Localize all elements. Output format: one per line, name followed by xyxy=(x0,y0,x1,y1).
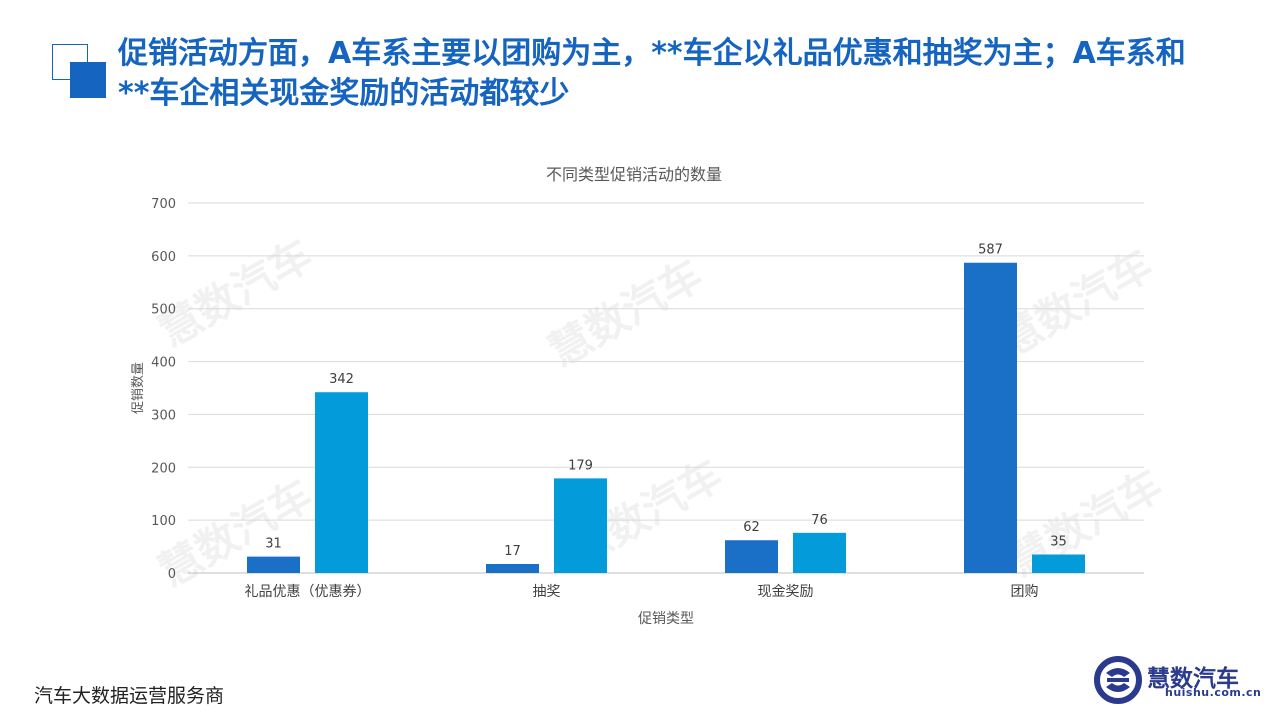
bar-value-label: 31 xyxy=(265,537,282,552)
x-axis-label: 促销类型 xyxy=(638,611,694,627)
title-deco-filled-square xyxy=(70,62,106,98)
bar-series1 xyxy=(964,262,1017,573)
slide-title: 促销活动方面，A车系主要以团购为主，**车企以礼品优惠和抽奖为主；A车系和**车… xyxy=(118,36,1186,111)
bar-value-label: 342 xyxy=(329,372,354,387)
bar-series1 xyxy=(725,540,778,573)
y-tick-label: 600 xyxy=(151,250,176,265)
bar-series2 xyxy=(315,392,368,573)
bar-value-label: 587 xyxy=(978,243,1003,258)
bar-chart: 不同类型促销活动的数量 促销数量 促销类型 0 100 200 300 400 500 60… xyxy=(131,165,1144,627)
bar-value-label: 179 xyxy=(568,458,593,473)
y-axis-label: 促销数量 xyxy=(131,362,146,414)
bar-value-label: 35 xyxy=(1050,535,1067,550)
logo-url: huishu.com.cn xyxy=(1165,686,1262,699)
chart-title: 不同类型促销活动的数量 xyxy=(546,165,722,184)
logo-name: 慧数汽车 xyxy=(1147,666,1239,692)
x-tick-label: 团购 xyxy=(1011,584,1039,600)
bar-series1 xyxy=(247,556,300,573)
y-tick-label: 700 xyxy=(151,197,176,212)
bar-series2 xyxy=(554,478,607,573)
footer-text: 汽车大数据运营服务商 xyxy=(34,685,225,707)
y-tick-label: 300 xyxy=(151,408,176,423)
bar-series2 xyxy=(1032,554,1085,573)
y-tick-label: 200 xyxy=(151,461,176,476)
bar-value-label: 62 xyxy=(743,520,760,535)
bar-series1 xyxy=(486,564,539,573)
bar-value-label: 17 xyxy=(504,544,521,559)
y-tick-label: 400 xyxy=(151,356,176,371)
x-tick-label: 礼品优惠（优惠券） xyxy=(245,584,371,600)
x-tick-label: 抽奖 xyxy=(533,583,561,600)
y-tick-label: 500 xyxy=(151,303,176,318)
y-tick-label: 0 xyxy=(168,567,176,582)
title-decoration xyxy=(52,44,106,98)
bar-value-label: 76 xyxy=(811,513,828,528)
logo-mark-icon xyxy=(1094,656,1142,704)
company-logo: 慧数汽车 huishu.com.cn xyxy=(1093,655,1261,705)
y-tick-label: 100 xyxy=(151,514,176,529)
x-tick-label: 现金奖励 xyxy=(758,583,814,600)
bar-series2 xyxy=(793,532,846,573)
